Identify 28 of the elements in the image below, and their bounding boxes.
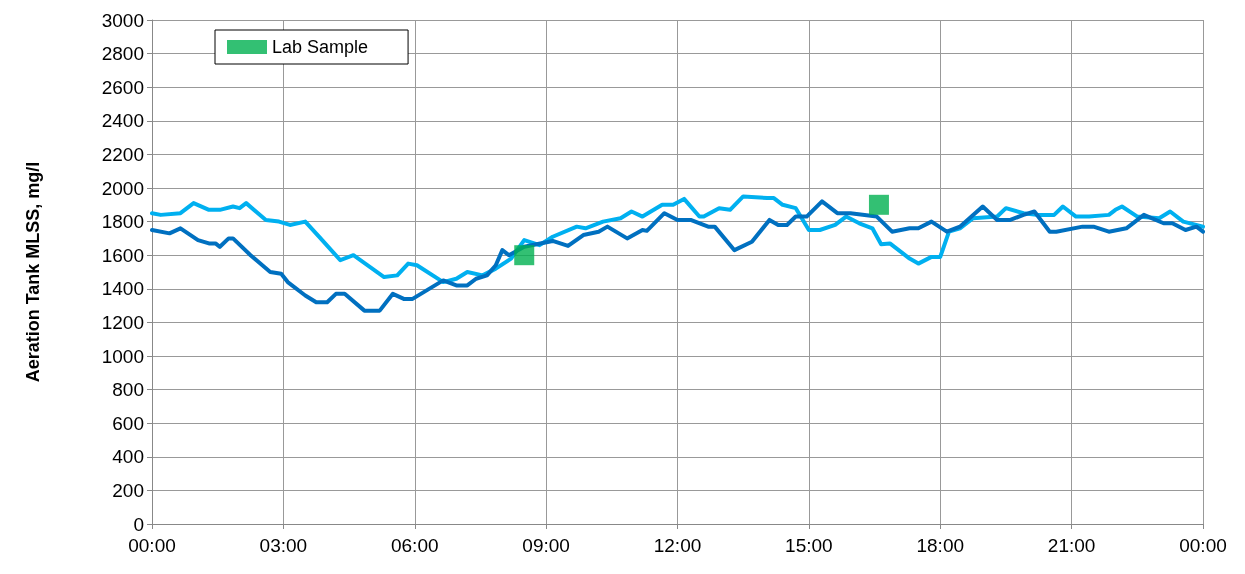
- x-tick-label: 00:00: [128, 535, 176, 556]
- y-tick-label: 600: [112, 412, 144, 434]
- y-tick-label: 2600: [101, 76, 144, 98]
- x-tick-label: 00:00: [1179, 535, 1227, 556]
- x-tick-label: 15:00: [785, 535, 833, 556]
- y-tick-label: 400: [112, 446, 144, 468]
- y-tick-label: 0: [133, 513, 144, 535]
- y-tick-label: 1200: [101, 311, 144, 333]
- y-tick-label: 2000: [101, 177, 144, 199]
- x-tick-label: 12:00: [653, 535, 702, 556]
- y-tick-label: 800: [112, 379, 144, 401]
- y-tick-label: 1600: [101, 244, 144, 266]
- y-tick-label: 1800: [101, 211, 144, 233]
- y-tick-label: 2800: [101, 43, 144, 65]
- y-tick-label: 1400: [101, 278, 144, 300]
- y-tick-label: 2200: [101, 143, 144, 165]
- y-tick-label: 200: [112, 479, 144, 501]
- y-tick-label: 3000: [101, 9, 144, 31]
- x-tick-label: 03:00: [259, 535, 308, 556]
- legend-label: Lab Sample: [272, 37, 369, 57]
- x-tick-label: 21:00: [1047, 535, 1096, 556]
- line-series: [150, 194, 1205, 285]
- y-axis-title: Aeration Tank MLSS, mg/l: [23, 161, 43, 383]
- x-tick-label: 18:00: [916, 535, 965, 556]
- y-tick-label: 2400: [101, 110, 144, 132]
- y-tick-label: 1000: [101, 345, 144, 367]
- x-tick-label: 06:00: [390, 535, 439, 556]
- x-tick-label: 09:00: [522, 535, 570, 556]
